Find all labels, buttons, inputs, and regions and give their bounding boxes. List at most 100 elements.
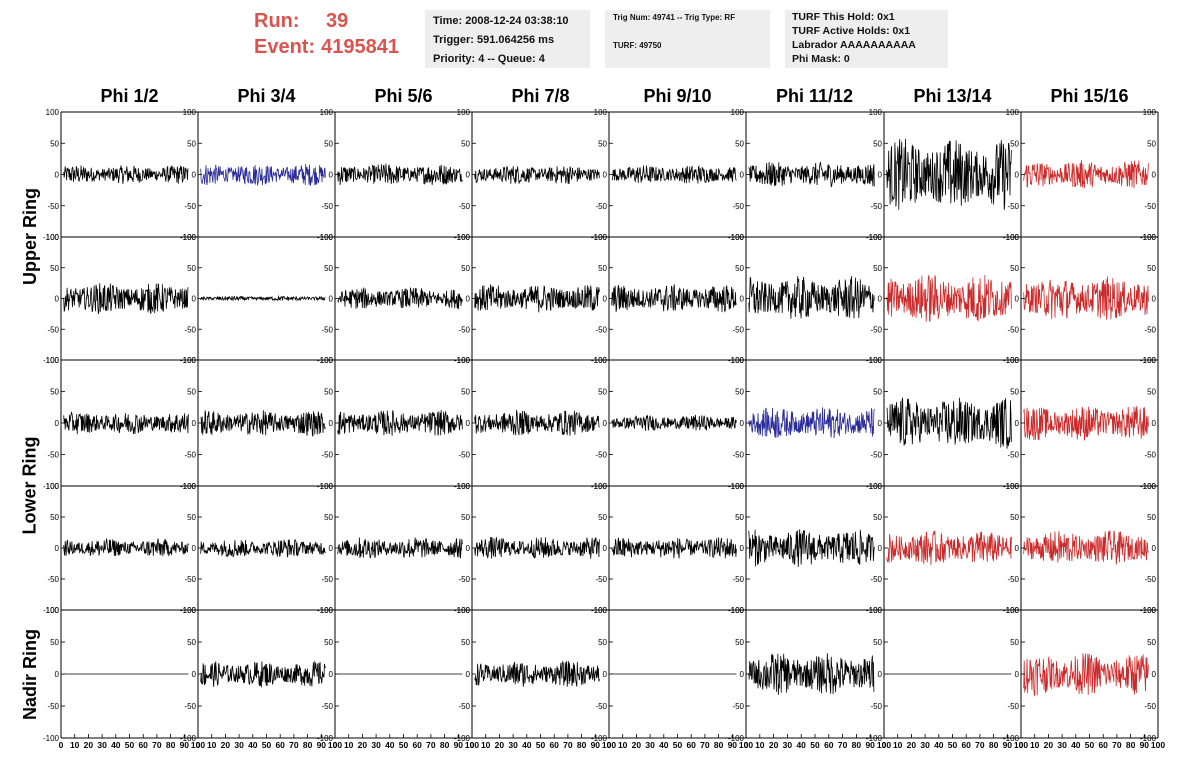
y-tick-label-r0-right-2: 0	[1152, 171, 1157, 180]
y-tick-label-r3-c4-4: 100	[594, 482, 608, 491]
y-tick-label-r4-right-2: 0	[1152, 670, 1157, 679]
x-tick-label-c5-6: 60	[824, 740, 834, 750]
y-tick-label-r4-c0-2: 0	[55, 670, 60, 679]
y-tick-label-r2-c1-2: 0	[192, 419, 197, 428]
x-tick-label-c2-6: 60	[412, 740, 422, 750]
x-tick-label-c5-0: 0	[744, 740, 749, 750]
y-tick-label-r3-c1-2: 0	[192, 544, 197, 553]
x-tick-label-c7-3: 30	[1057, 740, 1067, 750]
y-tick-label-r1-c3-1: -50	[458, 325, 470, 334]
waveform-r1-c5	[748, 276, 875, 319]
y-tick-label-r4-c5-0: -100	[728, 734, 745, 743]
y-tick-label-r0-c3-1: -50	[458, 202, 470, 211]
y-tick-label-r2-c7-0: -100	[1003, 482, 1020, 491]
y-tick-label-r0-c5-2: 0	[740, 171, 745, 180]
y-tick-label-r2-c3-2: 0	[466, 419, 471, 428]
y-tick-label-r2-c6-2: 0	[878, 419, 883, 428]
y-tick-label-r0-c4-0: -100	[591, 233, 608, 242]
y-tick-label-r0-c7-0: -100	[1003, 233, 1020, 242]
phi-mask-text: Phi Mask: 0	[792, 53, 850, 65]
y-tick-label-r1-c1-0: -100	[180, 356, 197, 365]
y-tick-label-r0-c0-2: 0	[55, 171, 60, 180]
y-tick-label-r1-c0-0: -100	[43, 356, 60, 365]
y-tick-label-r4-c3-1: -50	[458, 702, 470, 711]
y-tick-label-r3-c6-4: 100	[869, 482, 883, 491]
y-tick-label-r2-c5-0: -100	[728, 482, 745, 491]
y-tick-label-r3-c7-4: 100	[1006, 482, 1020, 491]
x-tick-label-c2-10: 100	[465, 740, 479, 750]
y-tick-label-r1-c0-1: -50	[47, 325, 59, 334]
x-tick-label-c0-0: 0	[59, 740, 64, 750]
column-header-phi-13-14: Phi 13/14	[913, 86, 992, 106]
x-tick-label-c2-4: 40	[385, 740, 395, 750]
x-tick-label-c7-8: 80	[1126, 740, 1136, 750]
column-header-phi-11-12: Phi 11/12	[775, 86, 854, 106]
y-tick-label-r2-c5-3: 50	[735, 388, 744, 397]
turf-info-box: TURF This Hold: 0x1 TURF Active Holds: 0…	[785, 10, 948, 68]
y-tick-label-r1-c2-0: -100	[317, 356, 334, 365]
waveform-r2-c5	[748, 407, 875, 439]
x-tick-label-c0-4: 40	[111, 740, 121, 750]
turf-hold-text: TURF This Hold: 0x1	[792, 11, 895, 23]
x-tick-label-c7-10: 100	[1151, 740, 1165, 750]
y-tick-label-r0-c6-1: -50	[870, 202, 882, 211]
y-tick-label-r0-c5-3: 50	[735, 139, 744, 148]
y-tick-label-r4-c3-0: -100	[454, 734, 471, 743]
x-tick-label-c7-9: 90	[1140, 740, 1150, 750]
y-tick-label-r1-c7-3: 50	[1010, 264, 1019, 273]
y-tick-label-r1-c6-3: 50	[873, 264, 882, 273]
x-tick-label-c0-6: 60	[138, 740, 148, 750]
run-row: Run: 39	[254, 8, 414, 34]
y-tick-label-r1-c7-4: 100	[1006, 233, 1020, 242]
y-tick-label-r1-c0-2: 0	[55, 295, 60, 304]
y-tick-label-r2-c3-1: -50	[458, 451, 470, 460]
y-tick-label-r2-c1-3: 50	[187, 388, 196, 397]
y-tick-label-r2-c2-2: 0	[329, 419, 334, 428]
x-tick-label-c6-7: 70	[975, 740, 985, 750]
x-tick-label-c2-9: 90	[454, 740, 464, 750]
y-tick-label-r3-c2-2: 0	[329, 544, 334, 553]
x-tick-label-c2-5: 50	[399, 740, 409, 750]
y-tick-label-r4-c7-4: 100	[1006, 606, 1020, 615]
y-tick-label-r3-c5-1: -50	[732, 575, 744, 584]
y-tick-label-r4-c4-2: 0	[603, 670, 608, 679]
y-tick-label-r2-c4-1: -50	[595, 451, 607, 460]
x-tick-label-c0-8: 80	[166, 740, 176, 750]
y-tick-label-r2-c6-3: 50	[873, 388, 882, 397]
x-tick-label-c1-10: 100	[328, 740, 342, 750]
y-tick-label-r4-c0-1: -50	[47, 702, 59, 711]
x-tick-label-c3-0: 0	[470, 740, 475, 750]
x-tick-label-c1-5: 50	[262, 740, 272, 750]
y-tick-label-r2-c7-4: 100	[1006, 356, 1020, 365]
y-tick-label-r4-c1-2: 0	[192, 670, 197, 679]
y-tick-label-r3-c3-2: 0	[466, 544, 471, 553]
y-tick-label-r0-c2-3: 50	[324, 139, 333, 148]
waveform-r0-c0	[63, 165, 189, 184]
y-tick-label-r3-c2-0: -100	[317, 606, 334, 615]
y-tick-label-r4-c5-1: -50	[732, 702, 744, 711]
y-tick-label-r1-c1-1: -50	[184, 325, 196, 334]
waveform-r3-c2	[337, 537, 463, 559]
y-tick-label-r2-right-0: -100	[1140, 482, 1157, 491]
waveform-r2-c0	[63, 410, 189, 435]
labrador-text: Labrador AAAAAAAAAA	[792, 39, 916, 51]
y-tick-label-r0-c2-4: 100	[320, 108, 334, 117]
y-tick-label-r0-c4-3: 50	[598, 139, 607, 148]
x-tick-label-c4-8: 80	[714, 740, 724, 750]
y-tick-label-r1-c1-3: 50	[187, 264, 196, 273]
x-tick-label-c1-6: 60	[275, 740, 285, 750]
y-tick-label-r3-c2-1: -50	[321, 575, 333, 584]
x-tick-label-c5-2: 20	[769, 740, 779, 750]
x-tick-label-c4-0: 0	[607, 740, 612, 750]
trig-num-text: Trig Num: 49741 -- Trig Type: RF	[613, 13, 736, 22]
column-header-phi-15-16: Phi 15/16	[1050, 86, 1129, 106]
waveform-r3-c4	[611, 537, 737, 559]
y-tick-label-r2-c6-1: -50	[870, 451, 882, 460]
x-tick-label-c6-1: 10	[893, 740, 903, 750]
y-tick-label-r0-right-3: 50	[1147, 139, 1156, 148]
y-tick-label-r2-c5-4: 100	[731, 356, 745, 365]
x-tick-label-c5-5: 50	[810, 740, 820, 750]
y-tick-label-r4-c5-4: 100	[731, 606, 745, 615]
waveform-r4-c3	[474, 660, 600, 687]
y-tick-label-r3-c5-0: -100	[728, 606, 745, 615]
